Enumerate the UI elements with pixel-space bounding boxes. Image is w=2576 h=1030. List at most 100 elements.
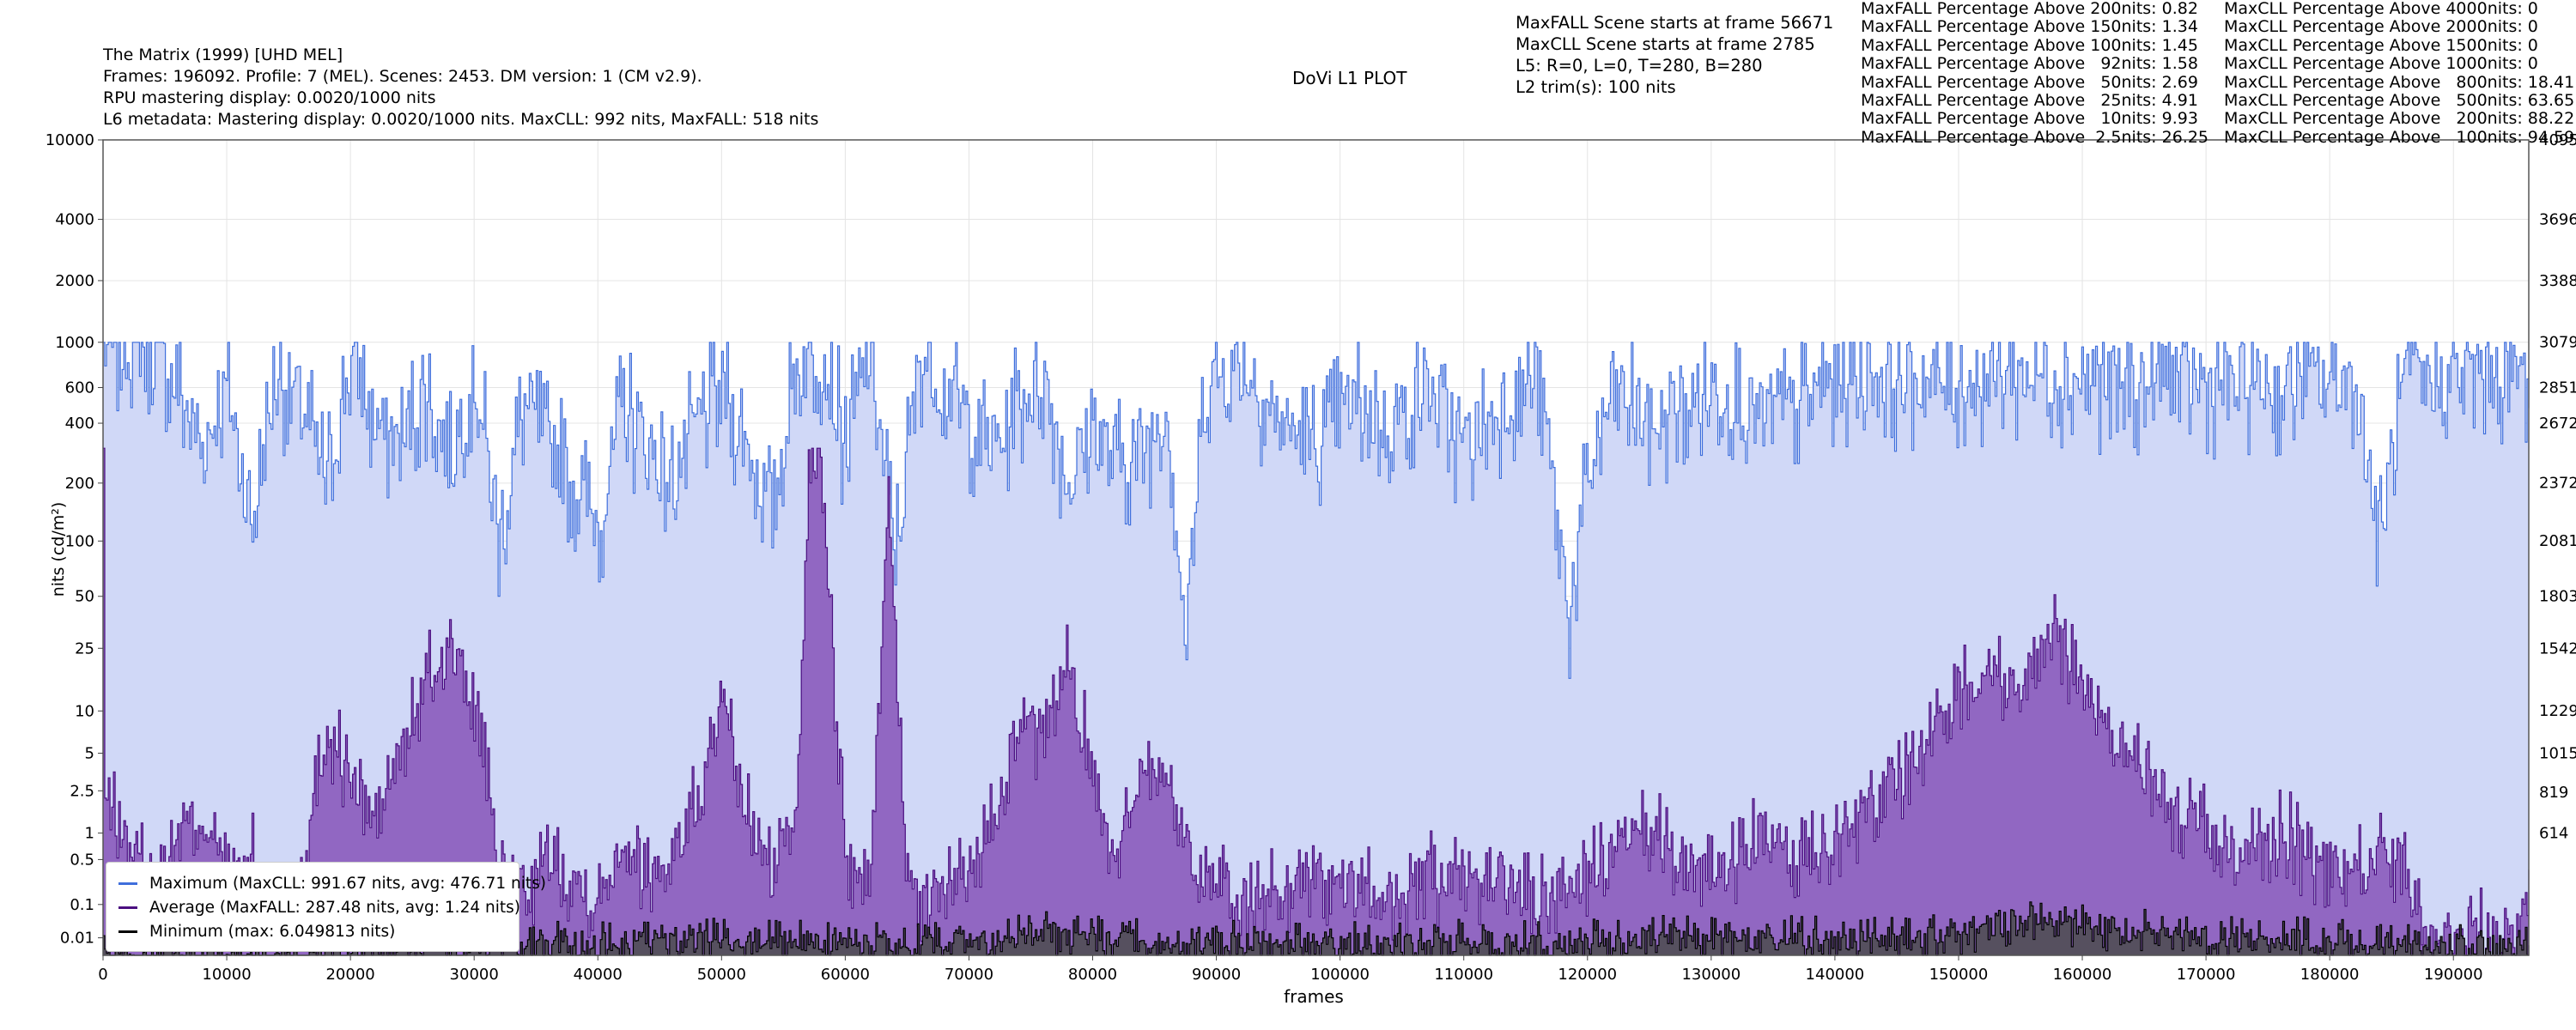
scene-info-line: L2 trim(s): 100 nits — [1516, 77, 1676, 97]
series-line-minimum — [103, 901, 2530, 956]
maxcll-stat: MaxCLL Percentage Above 100nits: 94.59 — [2224, 127, 2575, 147]
y2-tick-label: 1229 — [2539, 702, 2576, 720]
x-tick-label: 40000 — [574, 966, 623, 984]
maxcll-stat: MaxCLL Percentage Above 1500nits: 0 — [2224, 35, 2538, 55]
rpu-mastering-info: RPU mastering display: 0.0020/1000 nits — [103, 88, 436, 107]
legend-swatch-maximum — [118, 882, 137, 885]
x-axis-label: frames — [1284, 986, 1344, 1007]
legend-item-maximum: Maximum (MaxCLL: 991.67 nits, avg: 476.7… — [118, 871, 546, 895]
scene-info-line: MaxFALL Scene starts at frame 56671 — [1516, 13, 1834, 33]
plot-frame — [102, 139, 2530, 956]
x-tick-label: 90000 — [1192, 966, 1241, 984]
maxcll-stat: MaxCLL Percentage Above 2000nits: 0 — [2224, 17, 2538, 37]
y-tick-label: 5 — [85, 745, 94, 763]
maxfall-stat: MaxFALL Percentage Above 50nits: 2.69 — [1861, 72, 2198, 92]
maxcll-stats: MaxCLL Percentage Above 4000nits: 0 MaxC… — [2224, 0, 2574, 147]
y-tick-label: 50 — [75, 588, 94, 606]
x-tick-label: 190000 — [2424, 966, 2483, 984]
y2-tick-label: 819 — [2539, 784, 2568, 802]
legend-label-maximum: Maximum (MaxCLL: 991.67 nits, avg: 476.7… — [149, 874, 547, 893]
y-axis-ticks: 0.01 0.1 0.5 1 2.5 5 10 25 50 100 200 400 600 1000 200… — [46, 131, 103, 948]
maxfall-stat: MaxFALL Percentage Above 10nits: 9.93 — [1861, 109, 2198, 129]
x-tick-label: 30000 — [450, 966, 499, 984]
header-info: The Matrix (1999) [UHD MEL] Frames: 1960… — [103, 45, 818, 130]
maxfall-stats: MaxFALL Percentage Above 200nits: 0.82 M… — [1861, 0, 2208, 147]
legend-swatch-average — [118, 906, 137, 909]
y2-tick-label: 1542 — [2539, 639, 2576, 657]
y-tick-label: 10000 — [46, 131, 94, 149]
x-tick-label: 70000 — [945, 966, 993, 984]
frames-info: Frames: 196092. Profile: 7 (MEL). Scenes… — [103, 67, 702, 86]
maxfall-stat: MaxFALL Percentage Above 92nits: 1.58 — [1861, 54, 2198, 74]
x-tick-label: 180000 — [2300, 966, 2360, 984]
y-tick-label: 25 — [75, 639, 94, 657]
y2-tick-label: 3079 — [2539, 334, 2576, 352]
x-tick-label: 170000 — [2177, 966, 2236, 984]
y-tick-label: 100 — [65, 532, 94, 550]
y-tick-label: 0.1 — [70, 896, 94, 914]
x-tick-label: 20000 — [325, 966, 374, 984]
maxfall-stat: MaxFALL Percentage Above 150nits: 1.34 — [1861, 17, 2198, 37]
y2-axis-ticks: 614 819 1015 1229 1542 1803 2081 2372 2672 2851 30… — [2539, 131, 2576, 843]
y2-tick-label: 2672 — [2539, 415, 2576, 433]
series-area-average — [103, 448, 2529, 955]
y-tick-label: 0.5 — [70, 851, 94, 869]
y2-tick-label: 2081 — [2539, 532, 2576, 550]
chart-series-layer — [103, 342, 2530, 956]
x-tick-label: 80000 — [1068, 966, 1117, 984]
y2-tick-label: 3388 — [2539, 272, 2576, 290]
legend-item-minimum: Minimum (max: 6.049813 nits) — [118, 919, 395, 943]
maxcll-stat: MaxCLL Percentage Above 1000nits: 0 — [2224, 54, 2538, 74]
legend-swatch-minimum — [118, 930, 137, 933]
y-tick-label: 0.01 — [60, 930, 94, 948]
x-tick-label: 0 — [98, 966, 107, 984]
maxcll-stat: MaxCLL Percentage Above 800nits: 18.41 — [2224, 72, 2575, 92]
x-tick-label: 100000 — [1310, 966, 1370, 984]
y-axis-label: nits (cd/m²) — [49, 502, 68, 597]
legend-label-minimum: Minimum (max: 6.049813 nits) — [149, 922, 396, 941]
y-tick-label: 1 — [85, 825, 94, 843]
maxcll-stat: MaxCLL Percentage Above 500nits: 63.65 — [2224, 91, 2575, 111]
plot-title: DoVi L1 PLOT — [1292, 68, 1407, 88]
y2-tick-label: 614 — [2539, 825, 2568, 843]
y2-tick-label: 2851 — [2539, 379, 2576, 397]
maxcll-stat: MaxCLL Percentage Above 4000nits: 0 — [2224, 0, 2538, 18]
video-title: The Matrix (1999) [UHD MEL] — [103, 45, 343, 64]
y-tick-label: 1000 — [55, 334, 94, 352]
y-tick-label: 2000 — [55, 272, 94, 290]
maxfall-stat: MaxFALL Percentage Above 25nits: 4.91 — [1861, 91, 2198, 111]
y-tick-label: 4000 — [55, 211, 94, 229]
y-tick-label: 400 — [65, 415, 94, 433]
y-tick-label: 200 — [65, 475, 94, 493]
y2-tick-label: 1015 — [2539, 745, 2576, 763]
x-tick-label: 130000 — [1681, 966, 1741, 984]
y-tick-label: 10 — [75, 702, 94, 720]
chart-legend: Maximum (MaxCLL: 991.67 nits, avg: 476.7… — [106, 862, 546, 952]
x-axis-ticks: 0 10000 20000 30000 40000 50000 60000 70000 8000… — [98, 955, 2483, 984]
maxfall-stat: MaxFALL Percentage Above 2.5nits: 26.25 — [1861, 127, 2209, 147]
l6-metadata-info: L6 metadata: Mastering display: 0.0020/1… — [103, 110, 819, 129]
maxcll-stat: MaxCLL Percentage Above 200nits: 88.22 — [2224, 109, 2575, 129]
legend-item-average: Average (MaxFALL: 287.48 nits, avg: 1.24… — [118, 895, 520, 919]
maxfall-stat: MaxFALL Percentage Above 200nits: 0.82 — [1861, 0, 2198, 18]
x-tick-label: 10000 — [202, 966, 251, 984]
y2-tick-label: 2372 — [2539, 475, 2576, 493]
y-tick-label: 600 — [65, 379, 94, 397]
scene-info: MaxFALL Scene starts at frame 56671 MaxC… — [1516, 12, 1833, 98]
y2-tick-label: 1803 — [2539, 588, 2576, 606]
y2-tick-label: 3696 — [2539, 211, 2576, 229]
legend-label-average: Average (MaxFALL: 287.48 nits, avg: 1.24… — [149, 898, 520, 917]
x-tick-label: 110000 — [1434, 966, 1493, 984]
y2-tick-label: 4095 — [2539, 131, 2576, 149]
x-tick-label: 150000 — [1929, 966, 1989, 984]
x-tick-label: 60000 — [821, 966, 870, 984]
series-line-maximum — [103, 342, 2530, 679]
y-tick-label: 2.5 — [70, 782, 94, 800]
scene-info-line: MaxCLL Scene starts at frame 2785 — [1516, 34, 1815, 54]
maxfall-stat: MaxFALL Percentage Above 100nits: 1.45 — [1861, 35, 2198, 55]
x-tick-label: 120000 — [1558, 966, 1617, 984]
x-tick-label: 160000 — [2053, 966, 2112, 984]
x-tick-label: 50000 — [697, 966, 746, 984]
scene-info-line: L5: R=0, L=0, T=280, B=280 — [1516, 56, 1763, 76]
